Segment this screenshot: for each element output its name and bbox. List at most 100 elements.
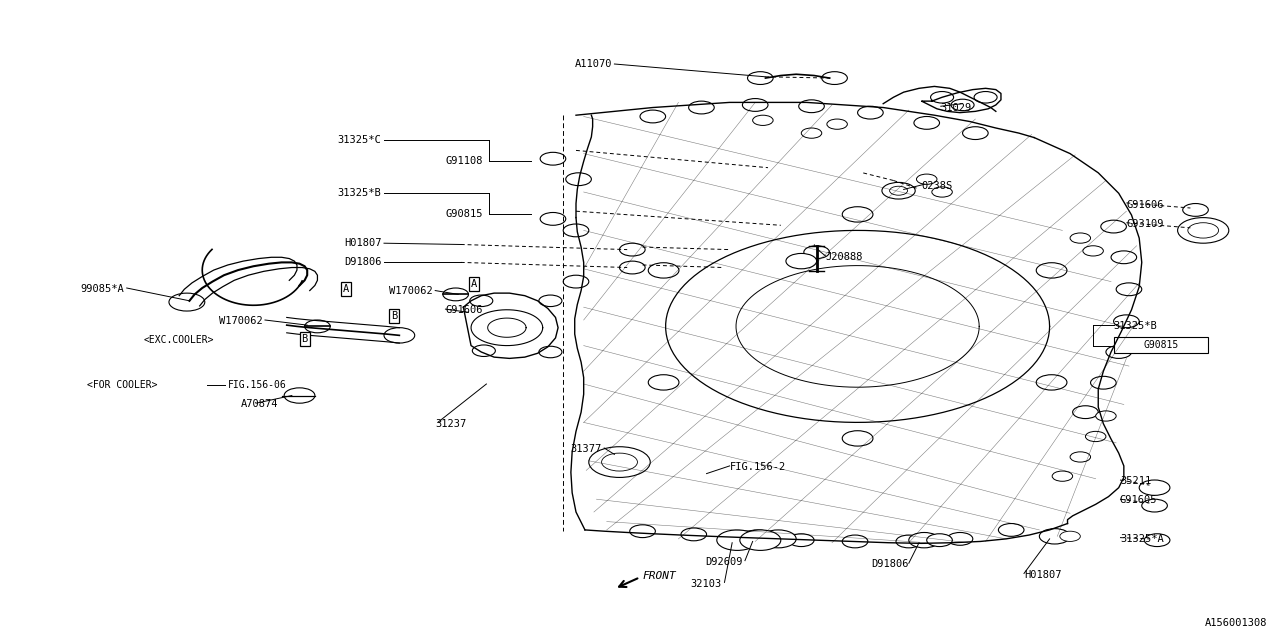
FancyBboxPatch shape xyxy=(1114,337,1208,353)
Circle shape xyxy=(998,524,1024,536)
Circle shape xyxy=(472,345,495,356)
Circle shape xyxy=(470,295,493,307)
Circle shape xyxy=(931,92,954,103)
Circle shape xyxy=(786,253,817,269)
Text: 31377: 31377 xyxy=(571,444,602,454)
Text: A156001308: A156001308 xyxy=(1204,618,1267,628)
Circle shape xyxy=(443,288,468,301)
Circle shape xyxy=(1142,499,1167,512)
Circle shape xyxy=(539,295,562,307)
Text: J20888: J20888 xyxy=(826,252,863,262)
Text: 31029: 31029 xyxy=(941,102,972,113)
Circle shape xyxy=(740,530,776,548)
Circle shape xyxy=(602,453,637,471)
Circle shape xyxy=(974,92,997,103)
Text: 32103: 32103 xyxy=(691,579,722,589)
Circle shape xyxy=(1188,223,1219,238)
Text: G93109: G93109 xyxy=(1126,219,1164,229)
Circle shape xyxy=(540,152,566,165)
Circle shape xyxy=(842,207,873,222)
Circle shape xyxy=(788,534,814,547)
Circle shape xyxy=(1091,376,1116,389)
Circle shape xyxy=(1178,218,1229,243)
Circle shape xyxy=(1052,471,1073,481)
Text: B: B xyxy=(302,334,307,344)
Text: G91108: G91108 xyxy=(445,156,483,166)
Circle shape xyxy=(539,346,562,358)
Circle shape xyxy=(540,212,566,225)
Circle shape xyxy=(842,535,868,548)
Circle shape xyxy=(932,187,952,197)
Circle shape xyxy=(951,99,974,111)
Circle shape xyxy=(1101,220,1126,233)
Text: 31325*B: 31325*B xyxy=(338,188,381,198)
Circle shape xyxy=(620,261,645,274)
Circle shape xyxy=(1083,246,1103,256)
Text: FIG.156-2: FIG.156-2 xyxy=(730,462,786,472)
Circle shape xyxy=(1060,531,1080,541)
Text: <EXC.COOLER>: <EXC.COOLER> xyxy=(143,335,214,346)
Circle shape xyxy=(896,535,922,548)
Circle shape xyxy=(1183,204,1208,216)
Text: A: A xyxy=(343,284,348,294)
Circle shape xyxy=(842,431,873,446)
Circle shape xyxy=(1037,262,1068,278)
Text: W170062: W170062 xyxy=(219,316,262,326)
Text: D91806: D91806 xyxy=(872,559,909,570)
Text: FIG.156-06: FIG.156-06 xyxy=(228,380,287,390)
Circle shape xyxy=(1070,452,1091,462)
Text: 35211: 35211 xyxy=(1120,476,1151,486)
Circle shape xyxy=(858,106,883,119)
Circle shape xyxy=(927,534,952,547)
Text: G91606: G91606 xyxy=(445,305,483,316)
Circle shape xyxy=(1039,529,1070,544)
Circle shape xyxy=(169,293,205,311)
Text: D92609: D92609 xyxy=(705,557,742,567)
Text: G90815: G90815 xyxy=(1143,340,1179,350)
Circle shape xyxy=(1085,431,1106,442)
Circle shape xyxy=(801,128,822,138)
Text: A11070: A11070 xyxy=(575,59,612,69)
Circle shape xyxy=(284,388,315,403)
Circle shape xyxy=(882,182,915,199)
Text: B: B xyxy=(392,311,397,321)
Text: FRONT: FRONT xyxy=(643,571,676,581)
Circle shape xyxy=(689,101,714,114)
Circle shape xyxy=(648,375,678,390)
Text: <FOR COOLER>: <FOR COOLER> xyxy=(87,380,157,390)
Text: 31325*A: 31325*A xyxy=(1120,534,1164,544)
Circle shape xyxy=(640,110,666,123)
Circle shape xyxy=(563,224,589,237)
Circle shape xyxy=(909,532,940,548)
Circle shape xyxy=(742,99,768,111)
Text: G91605: G91605 xyxy=(1120,495,1157,506)
Circle shape xyxy=(890,186,908,195)
Circle shape xyxy=(1144,534,1170,547)
Text: W170062: W170062 xyxy=(389,286,433,296)
Text: 99085*A: 99085*A xyxy=(81,284,124,294)
Circle shape xyxy=(827,119,847,129)
Text: 31237: 31237 xyxy=(435,419,466,429)
Text: A70874: A70874 xyxy=(241,399,278,410)
Circle shape xyxy=(384,328,415,343)
Text: A: A xyxy=(471,279,476,289)
Circle shape xyxy=(916,174,937,184)
Text: G91606: G91606 xyxy=(1126,200,1164,210)
Circle shape xyxy=(1096,411,1116,421)
Circle shape xyxy=(914,116,940,129)
Circle shape xyxy=(735,531,760,544)
Circle shape xyxy=(1139,480,1170,495)
Circle shape xyxy=(822,72,847,84)
Circle shape xyxy=(947,532,973,545)
Circle shape xyxy=(620,243,645,256)
Circle shape xyxy=(681,528,707,541)
Circle shape xyxy=(717,530,758,550)
Circle shape xyxy=(566,173,591,186)
Text: H01807: H01807 xyxy=(1024,570,1061,580)
Circle shape xyxy=(799,100,824,113)
Circle shape xyxy=(753,115,773,125)
Circle shape xyxy=(963,127,988,140)
Circle shape xyxy=(1114,315,1139,328)
Circle shape xyxy=(1106,346,1132,358)
Circle shape xyxy=(748,72,773,84)
